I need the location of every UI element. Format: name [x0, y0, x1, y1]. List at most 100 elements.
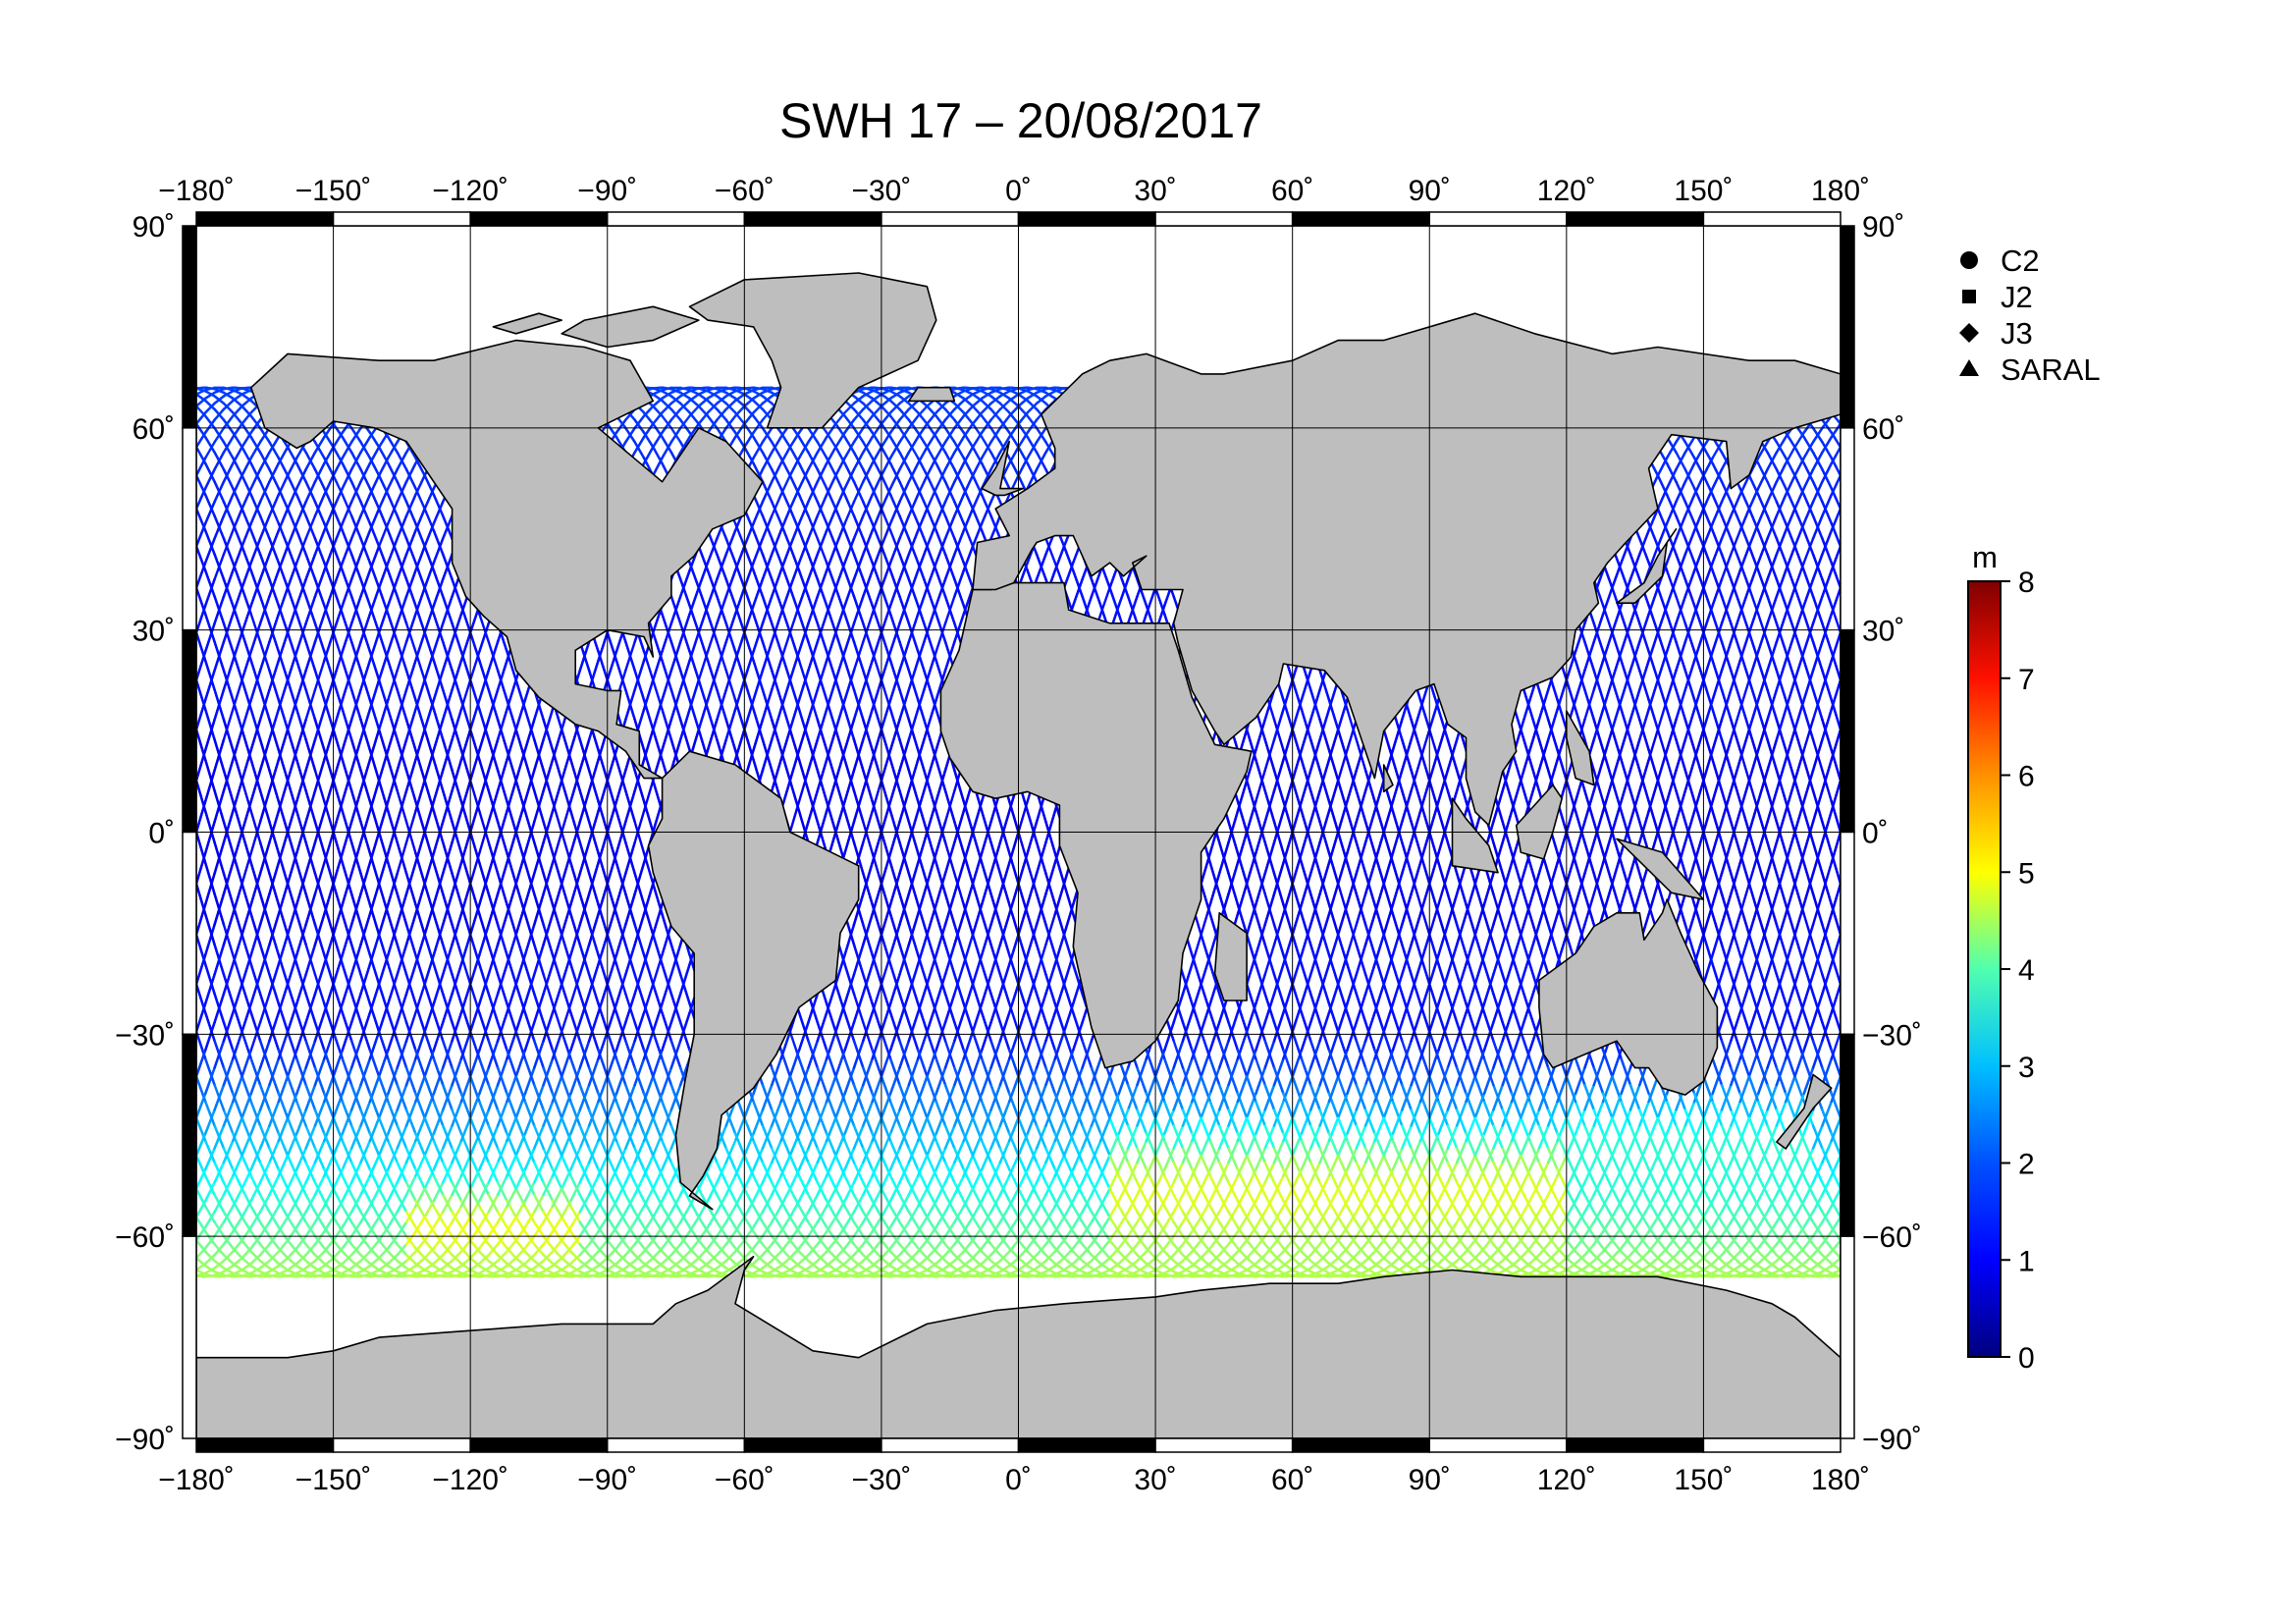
legend-label: J2	[2001, 280, 2033, 314]
frame-bar-left	[182, 225, 197, 429]
longitude-label: −30˚	[851, 1464, 911, 1496]
frame-bar-top	[469, 211, 609, 227]
latitude-label: 0˚	[148, 818, 175, 850]
landmass	[907, 386, 956, 403]
frame-bar-bottom	[195, 1437, 335, 1453]
frame-bar-bottom	[1702, 1437, 1842, 1453]
latitude-label: −90˚	[1862, 1424, 1922, 1456]
frame-bar-bottom	[607, 1437, 746, 1453]
frame-bar-top	[1702, 211, 1842, 227]
frame-bar-right	[1840, 1235, 1855, 1439]
landmass	[1616, 838, 1705, 900]
map-title: SWH 17 – 20/08/2017	[779, 93, 1262, 148]
map-frame	[182, 211, 1855, 1453]
colorbar-tick-label: 0	[2018, 1342, 2035, 1375]
frame-bar-left	[182, 831, 197, 1036]
frame-bar-top	[1428, 211, 1568, 227]
frame-bar-right	[1840, 628, 1855, 834]
colorbar: m 0 1 2 3 4 5 6 7 8	[1967, 540, 2035, 1375]
landmass	[1382, 764, 1394, 793]
circle-icon	[1960, 251, 1978, 269]
frame-bar-bottom	[743, 1437, 882, 1453]
longitude-label: 180˚	[1811, 1464, 1870, 1496]
square-icon	[1962, 290, 1976, 303]
landmass	[1213, 911, 1248, 1001]
frame-bar-bottom	[1428, 1437, 1568, 1453]
longitude-label: −30˚	[851, 175, 911, 207]
legend-label: C2	[2001, 243, 2040, 278]
longitude-label: 60˚	[1271, 175, 1313, 207]
frame-bar-right	[1840, 831, 1855, 1036]
longitude-label: −150˚	[295, 175, 372, 207]
latitude-label: −90˚	[115, 1424, 175, 1456]
frame-bar-top	[1017, 211, 1156, 227]
longitude-label: −180˚	[158, 175, 235, 207]
colorbar-tick-label: 6	[2018, 761, 2035, 793]
longitude-label: 30˚	[1134, 1464, 1176, 1496]
frame-bar-bottom	[1566, 1437, 1705, 1453]
colorbar-gradient	[1967, 580, 2002, 1358]
frame-bar-bottom	[1017, 1437, 1156, 1453]
landmass	[492, 312, 563, 335]
latitude-label: −60˚	[1862, 1221, 1922, 1254]
colorbar-tick-label: 4	[2018, 954, 2035, 987]
frame-bar-bottom	[1154, 1437, 1294, 1453]
latitude-label: 60˚	[1862, 413, 1904, 446]
landmass	[1538, 898, 1719, 1096]
landmass	[1616, 527, 1678, 605]
frame-bar-left	[182, 628, 197, 834]
latitude-label: 0˚	[1862, 818, 1889, 850]
frame-bar-top	[332, 211, 471, 227]
latitude-label: 90˚	[133, 211, 175, 243]
frame-bar-bottom	[881, 1437, 1020, 1453]
landmass	[1776, 1073, 1833, 1150]
colorbar-tick-label: 1	[2018, 1245, 2035, 1277]
longitude-label: −120˚	[432, 1464, 508, 1496]
world-map: −180˚ −150˚ −120˚ −90˚ −60˚ −30˚ 0˚ 30˚ 60˚ 90˚ 12…	[115, 175, 1922, 1496]
longitude-label: 120˚	[1537, 1464, 1596, 1496]
longitude-label: 0˚	[1005, 175, 1032, 207]
legend-label: SARAL	[2001, 352, 2101, 387]
frame-bar-bottom	[1291, 1437, 1430, 1453]
longitude-label: 150˚	[1674, 1464, 1733, 1496]
frame-bar-top	[743, 211, 882, 227]
frame-bar-top	[881, 211, 1020, 227]
frame-bar-bottom	[469, 1437, 609, 1453]
frame-bar-right	[1840, 225, 1855, 429]
latitude-label: 30˚	[1862, 616, 1904, 648]
frame-bar-top	[195, 211, 335, 227]
map-grid	[195, 225, 1842, 1439]
frame-bar-right	[1840, 427, 1855, 631]
longitude-label: −90˚	[577, 1464, 637, 1496]
legend-label: J3	[2001, 316, 2033, 351]
longitude-labels-bottom: −180˚ −150˚ −120˚ −90˚ −60˚ −30˚ 0˚ 30˚ 60˚ 90˚ 12…	[158, 1464, 1870, 1496]
longitude-label: 180˚	[1811, 175, 1870, 207]
colorbar-tick-label: 5	[2018, 857, 2035, 890]
frame-bar-left	[182, 427, 197, 631]
landmass	[981, 440, 1024, 497]
latitude-label: −30˚	[115, 1019, 175, 1052]
landmass	[972, 312, 1841, 827]
longitude-label: 90˚	[1409, 1464, 1451, 1496]
latitude-label: −30˚	[1862, 1019, 1922, 1052]
longitude-labels-top: −180˚ −150˚ −120˚ −90˚ −60˚ −30˚ 0˚ 30˚ 60˚ 90˚ 12…	[158, 175, 1870, 207]
longitude-label: −60˚	[715, 1464, 774, 1496]
latitude-label: 30˚	[133, 616, 175, 648]
longitude-label: −180˚	[158, 1464, 235, 1496]
longitude-label: −60˚	[715, 175, 774, 207]
longitude-label: −150˚	[295, 1464, 372, 1496]
frame-bar-top	[1291, 211, 1430, 227]
frame-bar-top	[1566, 211, 1705, 227]
longitude-label: 0˚	[1005, 1464, 1032, 1496]
frame-bar-left	[182, 1235, 197, 1439]
colorbar-tick-label: 3	[2018, 1052, 2035, 1084]
diamond-icon	[1959, 323, 1979, 343]
longitude-label: 120˚	[1537, 175, 1596, 207]
frame-bar-left	[182, 1033, 197, 1237]
colorbar-tick-label: 8	[2018, 567, 2035, 599]
landmass	[647, 750, 860, 1211]
longitude-label: 30˚	[1134, 175, 1176, 207]
frame-bar-top	[607, 211, 746, 227]
latitude-label: 60˚	[133, 413, 175, 446]
